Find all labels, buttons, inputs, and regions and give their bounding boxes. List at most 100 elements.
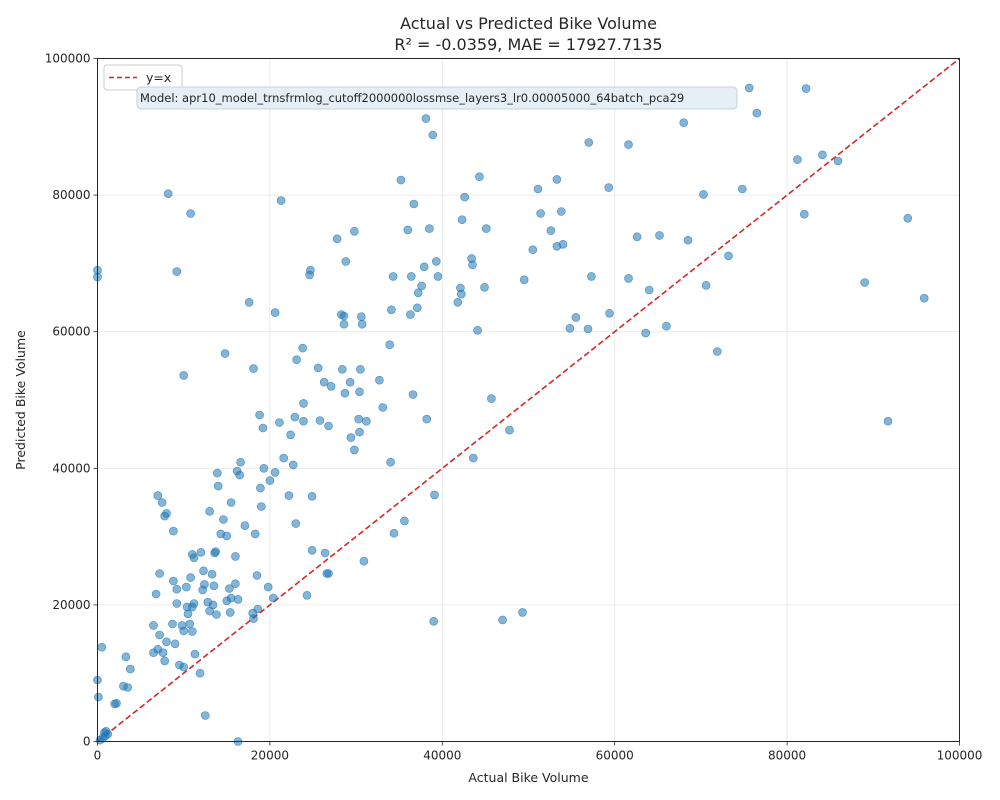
scatter-point: [231, 579, 240, 589]
scatter-point: [584, 138, 594, 147]
scatter-point: [605, 308, 614, 318]
scatter-point: [632, 232, 642, 242]
scatter-point: [752, 108, 762, 118]
scatter-point: [307, 545, 317, 555]
scatter-point: [324, 421, 333, 431]
scatter-point: [345, 377, 355, 387]
chart-title: Actual vs Predicted Bike Volume: [400, 14, 657, 33]
scatter-point: [919, 293, 929, 303]
scatter-point: [387, 305, 396, 315]
scatter-point: [292, 355, 301, 365]
scatter-point: [359, 556, 369, 566]
scatter-point: [413, 288, 423, 298]
scatter-point: [386, 457, 395, 467]
scatter-point: [211, 547, 220, 556]
scatter-point: [94, 692, 103, 702]
scatter-point: [149, 621, 158, 630]
scatter-point: [833, 156, 843, 166]
scatter-point: [249, 364, 258, 373]
scatter-point: [172, 584, 182, 594]
scatter-point: [121, 652, 131, 662]
scatter-point: [155, 630, 164, 640]
scatter-point: [169, 576, 178, 586]
scatter-point: [249, 614, 258, 623]
scatter-point: [259, 463, 269, 473]
scatter-point: [112, 698, 121, 708]
scatter-point: [430, 490, 439, 500]
scatter-point: [95, 735, 105, 745]
scatter-point: [583, 324, 593, 334]
scatter-point: [205, 506, 214, 516]
scatter-point: [153, 491, 163, 500]
scatter-point: [473, 325, 482, 335]
scatter-point: [546, 226, 556, 235]
scatter-point: [417, 281, 426, 291]
chart-subtitle: R² = -0.0359, MAE = 17927.7135: [394, 35, 662, 54]
scatter-point: [406, 272, 416, 281]
scatter-point: [270, 468, 280, 477]
x-tick-label: 100000: [937, 749, 983, 763]
y-tick-label: 100000: [45, 52, 91, 66]
scatter-point: [162, 509, 171, 518]
scatter-point: [168, 619, 177, 629]
scatter-point: [186, 209, 195, 218]
y-tick-label: 60000: [52, 325, 90, 339]
scatter-point: [453, 297, 463, 307]
scatter-point: [268, 593, 278, 603]
scatter-point: [188, 627, 197, 636]
scatter-point: [340, 388, 350, 398]
scatter-point: [744, 83, 754, 93]
scatter-point: [284, 491, 294, 500]
scatter-point: [185, 619, 194, 629]
scatter-point: [536, 209, 545, 218]
scatter-point: [350, 227, 359, 236]
scatter-point: [307, 491, 317, 501]
y-tick-label: 40000: [52, 461, 90, 475]
scatter-point: [235, 470, 244, 480]
scatter-point: [256, 502, 266, 511]
scatter-point: [355, 387, 364, 397]
scatter-point: [375, 375, 384, 385]
x-tick-label: 60000: [596, 749, 634, 763]
scatter-point: [487, 394, 496, 403]
scatter-point: [481, 224, 491, 233]
scatter-point: [403, 225, 413, 235]
scatter-point: [624, 274, 633, 283]
reference-line-y-equals-x: [97, 57, 960, 743]
scatter-point: [644, 285, 654, 295]
scatter-point: [883, 416, 893, 426]
scatter-point: [339, 319, 349, 329]
scatter-point: [326, 381, 336, 391]
scatter-point: [299, 416, 308, 426]
scatter-point: [456, 289, 466, 299]
scatter-point: [162, 637, 171, 647]
scatter-point: [400, 516, 409, 526]
scatter-point: [406, 310, 415, 319]
y-tick-label: 80000: [52, 188, 90, 202]
scatter-point: [903, 214, 913, 223]
scatter-point: [182, 582, 191, 592]
scatter-point: [172, 267, 182, 276]
scatter-point: [712, 347, 722, 356]
scatter-point: [306, 265, 315, 275]
scatter-point: [233, 595, 243, 604]
scatter-point: [533, 184, 543, 194]
scatter-point: [793, 155, 802, 164]
x-axis-label: Actual Bike Volume: [468, 770, 588, 785]
scatter-point: [683, 235, 693, 245]
scatter-point: [302, 590, 312, 600]
y-axis-label: Predicted Bike Volume: [13, 330, 28, 470]
scatter-point: [433, 272, 443, 281]
scatter-point: [378, 403, 388, 412]
scatter-point: [188, 602, 197, 612]
scatter-point: [240, 521, 250, 531]
scatter-point: [339, 311, 349, 321]
scatter-point: [587, 272, 596, 281]
scatter-point: [801, 84, 811, 93]
scatter-point: [291, 519, 301, 528]
x-tick-label: 20000: [251, 749, 289, 763]
scatter-point: [505, 425, 514, 435]
scatter-point: [457, 215, 467, 224]
scatter-point: [431, 257, 441, 266]
scatter-point: [123, 683, 132, 692]
